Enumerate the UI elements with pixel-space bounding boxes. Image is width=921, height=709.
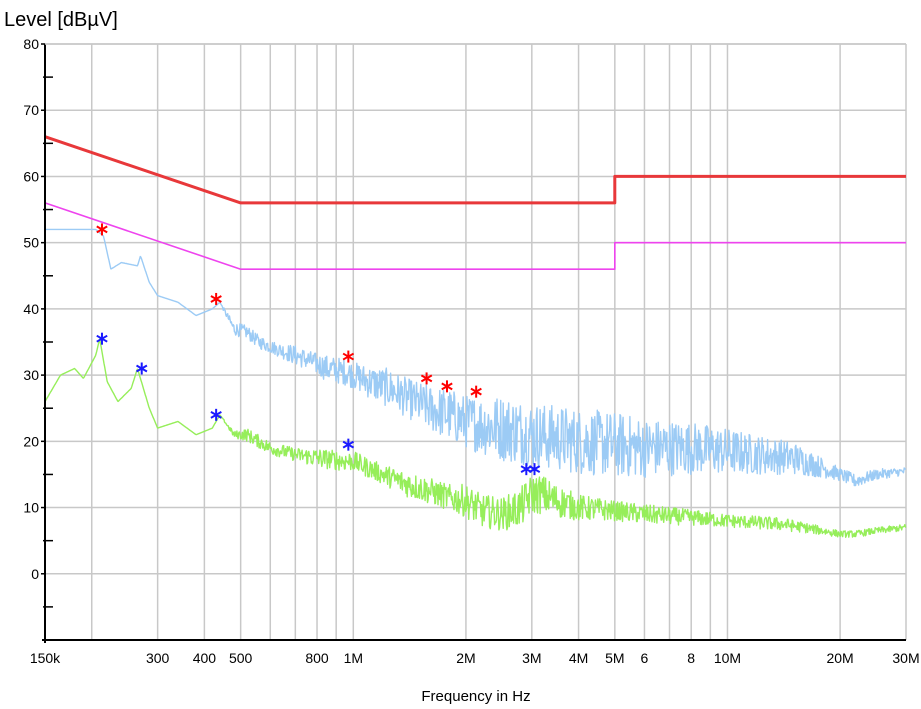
grid-lines	[45, 43, 907, 641]
x-tick-label: 2M	[456, 650, 475, 666]
x-tick-label: 8	[687, 650, 695, 666]
peak-marker	[520, 463, 533, 476]
y-tick-label: 0	[31, 566, 39, 582]
peak-markers	[96, 223, 541, 476]
x-tick-label: 10M	[714, 650, 741, 666]
x-tick-label: 1M	[344, 650, 363, 666]
x-tick-label: 5M	[605, 650, 624, 666]
peak-marker	[210, 292, 222, 305]
marker-stroke	[528, 465, 541, 474]
x-tick-label: 3M	[522, 650, 541, 666]
peak-marker	[470, 385, 482, 398]
peak-marker	[342, 350, 355, 363]
marker-stroke	[210, 295, 222, 303]
marker-stroke	[96, 225, 108, 234]
marker-stroke	[420, 374, 433, 383]
y-tick-label: 30	[23, 367, 39, 383]
peak-marker	[420, 372, 433, 385]
marker-stroke	[470, 387, 482, 396]
marker-stroke	[441, 382, 453, 391]
plot-frame	[42, 43, 906, 643]
marker-stroke	[342, 352, 355, 361]
x-tick-label: 500	[229, 650, 253, 666]
x-tick-label: 4M	[569, 650, 588, 666]
series-line-3	[44, 338, 907, 538]
marker-stroke	[96, 334, 108, 343]
series-line-0	[44, 135, 906, 205]
y-tick-label: 20	[23, 433, 39, 449]
marker-stroke	[342, 440, 355, 449]
y-tick-label: 70	[23, 102, 39, 118]
series-line-2	[44, 228, 907, 487]
peak-marker	[96, 223, 108, 236]
x-tick-label: 150k	[30, 650, 61, 666]
peak-marker	[210, 408, 222, 421]
y-tick-label: 60	[23, 168, 39, 184]
peak-marker	[342, 438, 355, 451]
x-tick-label: 20M	[826, 650, 853, 666]
peak-marker	[528, 463, 541, 476]
x-tick-label: 400	[193, 650, 217, 666]
axis-ticks: 0 10 20 30 40 50 60 70 80 150k 300 400 500 800 1M 2M 3M 4…	[23, 36, 919, 666]
marker-stroke	[135, 364, 148, 373]
x-tick-label: 800	[305, 650, 329, 666]
y-tick-label: 50	[23, 235, 39, 251]
peak-marker	[96, 332, 108, 345]
x-tick-label: 300	[146, 650, 170, 666]
peak-marker	[135, 362, 148, 375]
peak-marker	[441, 380, 453, 393]
y-tick-label: 40	[23, 301, 39, 317]
x-tick-label: 30M	[892, 650, 919, 666]
y-axis-title: Level [dBµV]	[4, 9, 118, 31]
marker-stroke	[210, 410, 222, 419]
x-axis-title: Frequency in Hz	[421, 688, 530, 705]
y-tick-label: 80	[23, 36, 39, 52]
x-tick-label: 6	[641, 650, 649, 666]
series-line-1	[44, 202, 906, 270]
y-tick-label: 10	[23, 500, 39, 516]
series-lines	[44, 135, 907, 538]
